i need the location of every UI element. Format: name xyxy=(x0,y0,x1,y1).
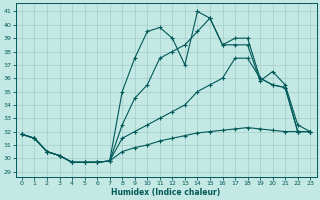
X-axis label: Humidex (Indice chaleur): Humidex (Indice chaleur) xyxy=(111,188,221,197)
